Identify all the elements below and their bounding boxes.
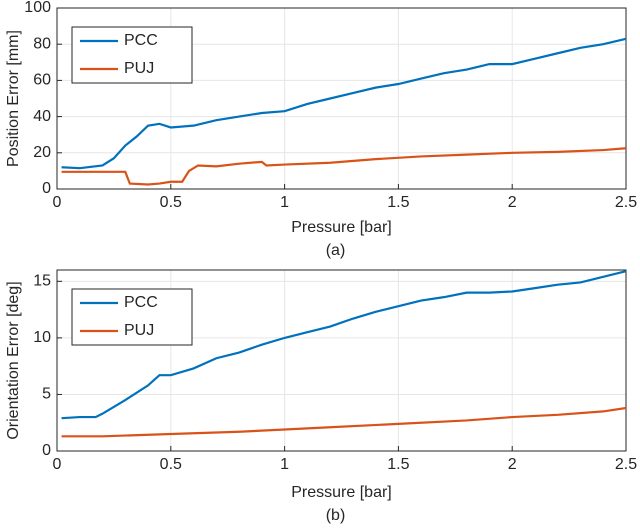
y-axis-label: Orientation Error [deg] bbox=[5, 281, 22, 439]
x-tick-label: 0.5 bbox=[160, 456, 182, 473]
caption: (a) bbox=[326, 242, 346, 259]
y-tick-label: 15 bbox=[33, 273, 51, 290]
axes-box bbox=[56, 269, 627, 452]
axes-box bbox=[56, 7, 627, 190]
x-tick-label: 1.5 bbox=[387, 456, 409, 473]
data-line bbox=[61, 147, 627, 186]
x-tick-label: 0.5 bbox=[160, 194, 182, 211]
data-line bbox=[61, 270, 627, 420]
x-axis-label: Pressure [bar] bbox=[291, 219, 391, 236]
data-line bbox=[61, 37, 627, 170]
x-tick-label: 1 bbox=[280, 194, 289, 211]
x-tick-label: 0 bbox=[53, 194, 62, 211]
y-tick-label: 100 bbox=[24, 0, 51, 16]
x-axis-label: Pressure [bar] bbox=[291, 484, 391, 501]
y-tick-label: 40 bbox=[33, 108, 51, 125]
y-tick-label: 80 bbox=[33, 35, 51, 52]
caption: (b) bbox=[326, 507, 346, 524]
legend-label: PCC bbox=[124, 32, 158, 49]
x-tick-label: 1.5 bbox=[387, 194, 409, 211]
data-line bbox=[61, 406, 627, 438]
legend-label: PCC bbox=[124, 294, 158, 311]
x-tick-label: 2 bbox=[508, 194, 517, 211]
x-tick-label: 2.5 bbox=[615, 456, 637, 473]
legend-box bbox=[71, 288, 193, 346]
x-tick-label: 2 bbox=[508, 456, 517, 473]
y-tick-label: 0 bbox=[42, 442, 51, 459]
y-tick-label: 60 bbox=[33, 72, 51, 89]
x-tick-label: 0 bbox=[53, 456, 62, 473]
legend-label: PUJ bbox=[124, 60, 154, 77]
x-tick-label: 2.5 bbox=[615, 194, 637, 211]
x-tick-label: 1 bbox=[280, 456, 289, 473]
y-tick-label: 0 bbox=[42, 180, 51, 197]
legend-box bbox=[71, 26, 193, 84]
y-axis-label: Position Error [mm] bbox=[5, 30, 22, 167]
y-tick-label: 5 bbox=[42, 386, 51, 403]
legend-label: PUJ bbox=[124, 322, 154, 339]
y-tick-label: 10 bbox=[33, 329, 51, 346]
y-tick-label: 20 bbox=[33, 144, 51, 161]
